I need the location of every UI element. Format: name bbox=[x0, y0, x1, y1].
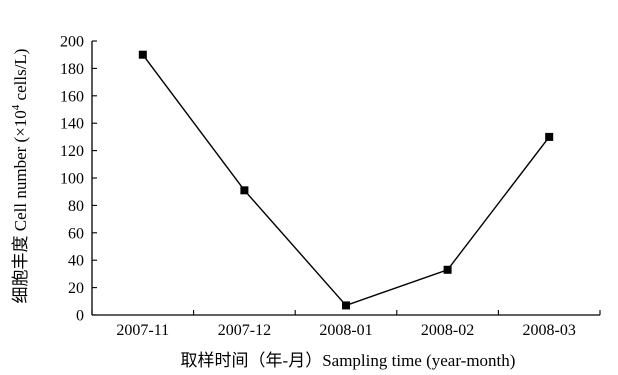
y-tick-label: 60 bbox=[68, 225, 84, 242]
series-line bbox=[142, 54, 550, 307]
y-tick-label: 80 bbox=[68, 198, 84, 215]
x-tick-label: 2007-11 bbox=[116, 322, 169, 339]
y-tick-label: 200 bbox=[60, 34, 84, 51]
x-tick-label: 2008-02 bbox=[421, 322, 474, 339]
data-point-2008-02 bbox=[443, 265, 452, 274]
x-tick-label: 2007-12 bbox=[218, 322, 271, 339]
x-axis-title: 取样时间（年-月）Sampling time (year-month) bbox=[181, 351, 516, 370]
y-axis-title-main: 细胞丰度 Cell number (×10 bbox=[11, 110, 30, 303]
y-tick-label: 40 bbox=[68, 253, 84, 270]
y-tick-label: 140 bbox=[60, 116, 84, 133]
y-tick-label: 0 bbox=[76, 308, 84, 325]
y-tick-label: 20 bbox=[68, 280, 84, 297]
y-axis-title-unit: cells/L) bbox=[11, 49, 30, 105]
data-point-2007-11 bbox=[138, 50, 147, 59]
y-tick-label: 160 bbox=[60, 88, 84, 105]
x-tick-label: 2008-01 bbox=[319, 322, 372, 339]
data-markers bbox=[138, 50, 554, 310]
y-axis-ticks: 0 20 40 60 80 100 120 140 160 180 200 bbox=[60, 34, 97, 325]
y-tick-label: 120 bbox=[60, 143, 84, 160]
y-axis-title-exponent: 4 bbox=[10, 104, 22, 110]
x-axis-ticks: 2007-11 2007-12 2008-01 2008-02 2008-03 bbox=[91, 310, 601, 339]
data-point-2008-03 bbox=[545, 132, 554, 141]
y-axis-title: 细胞丰度 Cell number (×104 cells/L) bbox=[10, 49, 30, 304]
data-point-2008-01 bbox=[342, 301, 350, 310]
x-tick-label: 2008-03 bbox=[523, 322, 576, 339]
data-point-2007-12 bbox=[240, 186, 249, 195]
y-tick-label: 180 bbox=[60, 61, 84, 78]
y-tick-label: 100 bbox=[60, 171, 84, 188]
